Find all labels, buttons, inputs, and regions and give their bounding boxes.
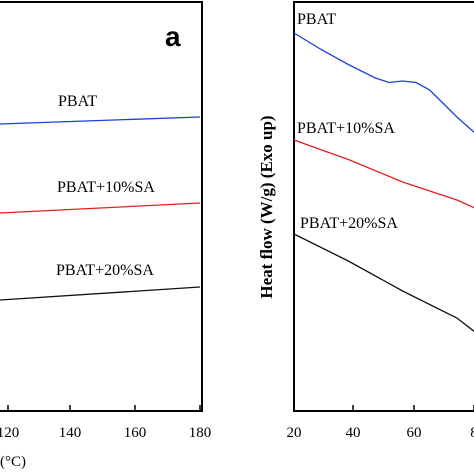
series-line-pbat-10-sa (293, 139, 474, 209)
series-line-pbat (0, 116, 201, 125)
label-pbat-a: PBAT (58, 93, 97, 110)
panel-b-curves (293, 32, 474, 333)
x-tick-label: 140 (59, 425, 82, 441)
panel-a: 120 140 160 180 a (°C) PBAT PBAT+10%SA PBAT… (0, 1, 211, 470)
panel-b: 20 40 60 8 Heat flow (W/g) (Exo up) PBAT PB… (257, 1, 474, 441)
panel-a-x-ticks: 120 140 160 180 (0, 405, 211, 441)
x-tick-label: 40 (346, 425, 361, 441)
panel-a-curve-labels: PBAT PBAT+10%SA PBAT+20%SA (56, 93, 155, 279)
series-line-pbat-20-sa (293, 233, 474, 333)
x-tick-label: 60 (407, 425, 422, 441)
label-pbat-b: PBAT (297, 11, 336, 28)
label-pbat20-a: PBAT+20%SA (56, 262, 154, 279)
panel-b-curve-labels: PBAT PBAT+10%SA PBAT+20%SA (297, 11, 398, 232)
x-tick-label: 160 (124, 425, 147, 441)
panel-b-y-axis-title: Heat flow (W/g) (Exo up) (257, 115, 276, 298)
panel-a-x-axis-title: (°C) (0, 454, 26, 470)
x-tick-label: 20 (287, 425, 302, 441)
x-tick-label: 180 (189, 425, 212, 441)
x-tick-label: 8 (470, 425, 474, 441)
label-pbat20-b: PBAT+20%SA (300, 215, 398, 232)
panel-a-curves (0, 116, 201, 301)
x-tick-label: 120 (0, 425, 19, 441)
series-line-pbat (293, 32, 474, 134)
panel-a-frame (0, 1, 203, 412)
series-line-pbat-20-sa (0, 286, 201, 301)
series-line-pbat-10-sa (0, 202, 201, 214)
panel-b-frame (293, 1, 474, 412)
label-pbat10-a: PBAT+10%SA (57, 179, 155, 196)
panel-letter: a (165, 21, 181, 52)
panel-b-x-ticks: 20 40 60 8 (287, 405, 474, 441)
label-pbat10-b: PBAT+10%SA (297, 120, 395, 137)
